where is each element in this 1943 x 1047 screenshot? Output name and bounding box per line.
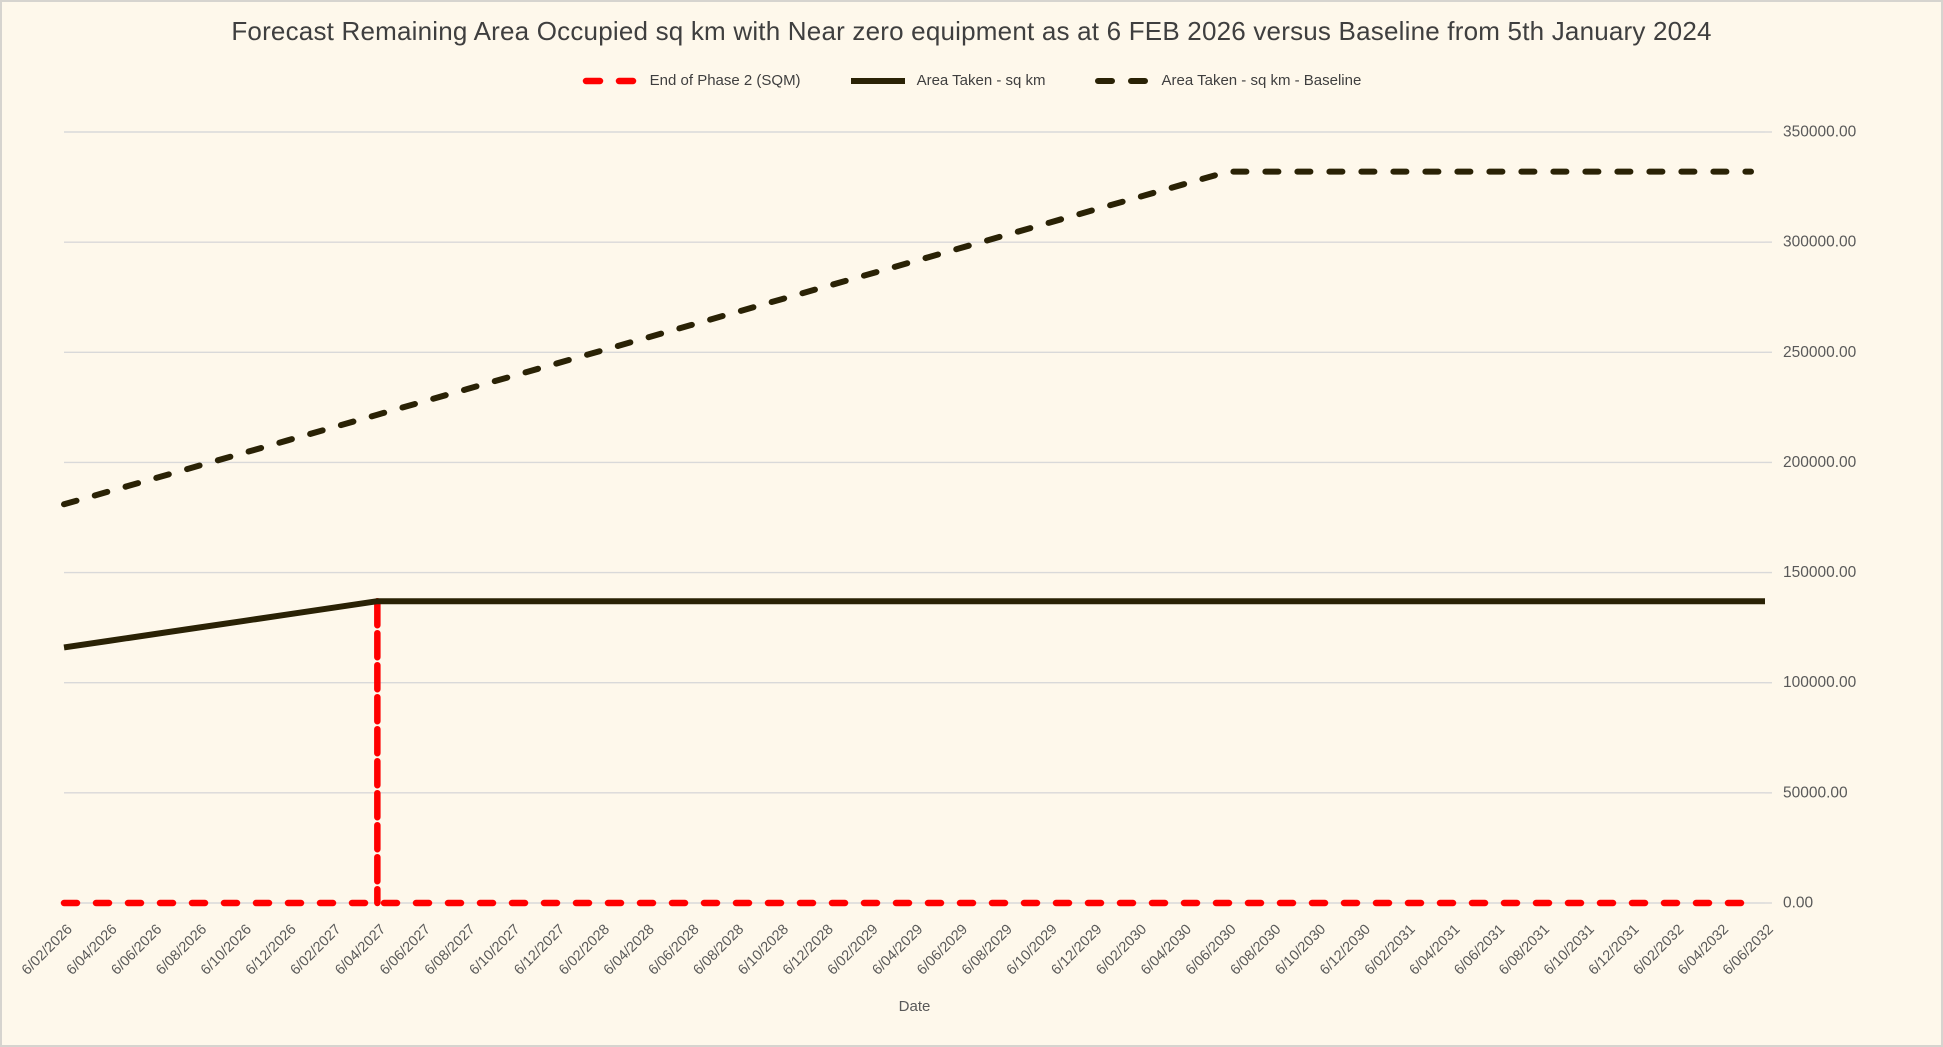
y-tick-label: 0.00 [1783, 895, 1814, 912]
legend-label: End of Phase 2 (SQM) [649, 72, 801, 89]
legend-item-area-taken-baseline[interactable]: Area Taken - sq km - Baseline [1094, 72, 1362, 89]
series-area-taken-sq-km-baseline[interactable] [61, 168, 1754, 508]
y-tick-label: 200000.00 [1783, 454, 1857, 471]
red-dashed-line-icon [582, 77, 639, 84]
y-tick-label: 50000.00 [1783, 784, 1848, 801]
series-area-taken-sq-km[interactable] [63, 598, 1765, 651]
y-tick-label: 250000.00 [1783, 344, 1857, 361]
y-tick-label: 350000.00 [1783, 124, 1857, 141]
y-tick-label: 300000.00 [1783, 234, 1857, 251]
chart-legend: End of Phase 2 (SQM) Area Taken - sq km … [0, 72, 1943, 89]
y-tick-label: 100000.00 [1783, 674, 1857, 691]
legend-label: Area Taken - sq km - Baseline [1161, 72, 1362, 89]
chart-title[interactable]: Forecast Remaining Area Occupied sq km w… [231, 16, 1712, 46]
legend-item-end-of-phase-2[interactable]: End of Phase 2 (SQM) [582, 72, 801, 89]
y-tick-label: 150000.00 [1783, 564, 1857, 581]
dark-dashed-line-icon [1094, 77, 1151, 84]
solid-line-icon [850, 77, 905, 84]
legend-item-area-taken[interactable]: Area Taken - sq km [849, 72, 1046, 89]
legend-label: Area Taken - sq km [916, 72, 1046, 89]
x-axis-title[interactable]: Date [898, 998, 931, 1015]
